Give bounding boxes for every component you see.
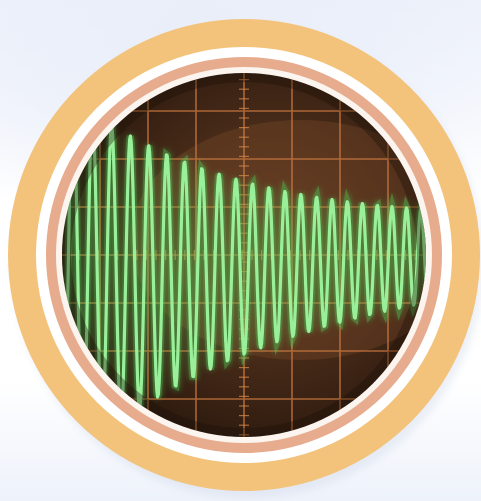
damped-sine-waveform bbox=[62, 97, 426, 437]
oscilloscope-screen bbox=[62, 73, 426, 437]
